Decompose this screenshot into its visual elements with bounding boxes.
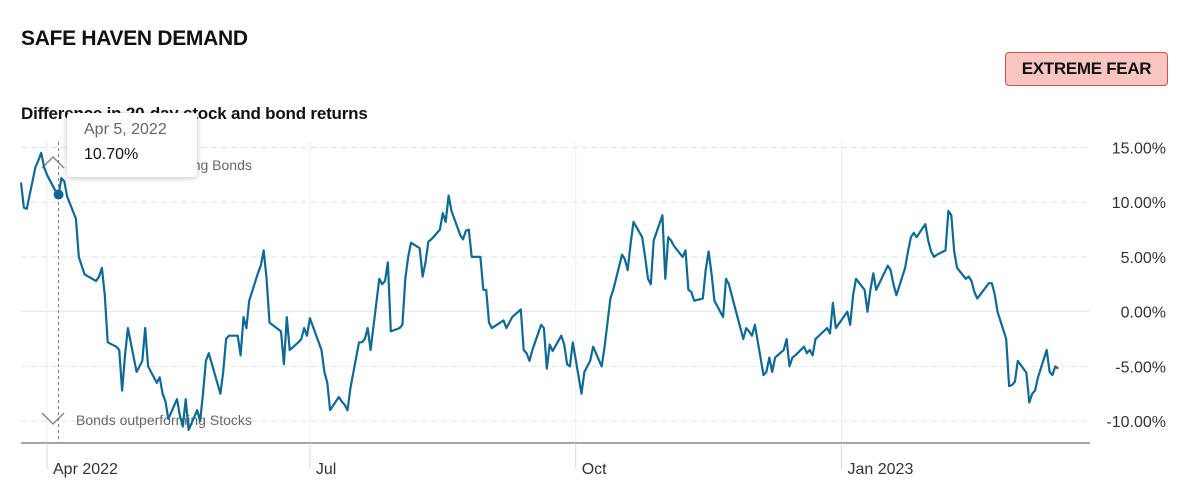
x-axis: Apr 2022 Jul Oct Jan 2023 [21, 442, 1090, 478]
tooltip-date: Apr 5, 2022 [84, 121, 167, 138]
x-tick-label: Jan 2023 [848, 461, 914, 478]
y-tick-label: 15.00% [1112, 140, 1166, 157]
chevron-down-icon [41, 412, 65, 426]
series-line-path [19, 151, 1059, 431]
y-axis: 15.00% 10.00% 5.00% 0.00% -5.00% -10.00% [1106, 140, 1166, 431]
y-tick-label: 0.00% [1121, 305, 1166, 322]
hover-tooltip: Apr 5, 2022 10.70% [67, 113, 197, 177]
bottom-annotation: Bonds outperforming Stocks [41, 412, 252, 428]
y-tick-label: 5.00% [1121, 250, 1166, 267]
chart-title: SAFE HAVEN DEMAND [21, 27, 248, 50]
annotation-bottom-label: Bonds outperforming Stocks [76, 412, 252, 428]
y-tick-label: 10.00% [1112, 195, 1166, 212]
y-tick-label: -10.00% [1106, 414, 1166, 431]
x-tick-label: Oct [582, 461, 607, 478]
fear-greed-rating-badge: EXTREME FEAR [1005, 52, 1168, 86]
gridlines [21, 142, 1090, 443]
y-tick-label: -5.00% [1115, 359, 1166, 376]
hover-marker [53, 189, 64, 200]
x-tick-label: Jul [316, 461, 336, 478]
series-line [19, 151, 1059, 431]
chevron-up-icon [41, 155, 65, 169]
x-tick-label: Apr 2022 [53, 461, 118, 478]
tooltip-value: 10.70% [84, 146, 139, 163]
highlight-point [53, 189, 64, 200]
